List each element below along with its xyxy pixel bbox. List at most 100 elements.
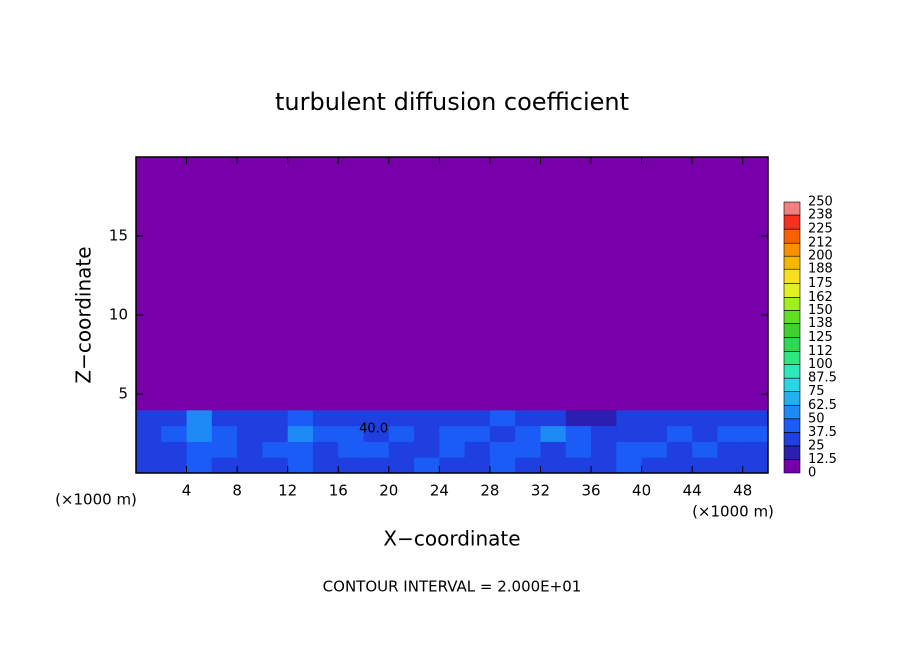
field-cell [439,441,466,458]
x-tick-label: 36 [581,482,600,500]
field-cell [439,425,466,442]
footer-note: CONTOUR INTERVAL = 2.000E+01 [323,578,582,596]
colorbar-label: 50 [808,411,825,426]
field-cell [237,441,263,458]
y-tick-label: 5 [118,385,128,403]
field-cell [161,457,188,474]
x-tick-label: 24 [430,482,449,500]
x-tick-label: 48 [733,482,752,500]
field-cell [312,457,339,474]
field-cell [312,441,339,458]
colorbar-swatch [783,228,801,244]
field-cell [388,441,415,458]
field-cell [136,425,162,442]
field-cell [211,425,238,442]
colorbar-label: 225 [808,222,833,237]
field-cell [211,441,238,458]
colorbar-label: 25 [808,438,825,453]
field-cell [515,409,541,427]
field-cell [489,409,516,427]
field-cell [161,394,188,411]
field-cell [515,441,541,458]
field-cell [717,394,744,411]
field-cell [338,394,365,411]
field-cell [363,409,390,427]
colorbar-swatch [783,337,801,352]
field-cell [565,394,592,411]
field-cell [136,409,162,427]
field-cell [717,441,744,458]
field-cell [287,425,314,442]
field-cell [338,425,365,442]
x-tick-label: 4 [182,482,192,500]
colorbar-label: 250 [808,195,833,210]
field-cell [591,394,617,411]
field-cell [742,457,769,474]
field-cell [464,425,491,442]
field-cell [616,409,643,427]
colorbar-swatch [783,391,801,406]
field-cell [540,457,567,474]
colorbar-swatch [783,459,801,474]
field-cell [666,394,693,411]
x-tick-label: 32 [531,482,550,500]
field-cell [414,457,440,474]
colorbar-label: 75 [808,384,825,399]
field-cell [136,457,162,474]
field-cell [388,409,415,427]
colorbar-swatch [783,418,801,433]
field-cell [591,457,617,474]
field-cell [616,457,643,474]
x-tick-label: 20 [379,482,398,500]
colorbar-swatch [783,255,801,270]
colorbar-swatch [783,351,801,365]
colorbar-swatch [783,364,801,379]
contour-label: 40.0 [359,421,388,436]
field-cell [742,441,769,458]
field-cell [338,457,365,474]
field-cell [692,441,718,458]
colorbar-label: 175 [808,276,833,291]
field-cell [211,409,238,427]
colorbar-swatch [783,445,801,460]
field-cell [161,409,188,427]
field-cell [237,457,263,474]
field-cell [692,425,718,442]
colorbar-swatch [783,297,801,311]
field-cell [439,457,466,474]
field-cell [363,441,390,458]
field-cell [591,425,617,442]
field-cell [717,409,744,427]
field-cell [414,441,440,458]
field-cell [262,441,289,458]
field-cell [666,457,693,474]
field-cell [363,425,390,442]
x-tick-label: 28 [480,482,499,500]
field-cell [591,409,617,427]
colorbar-label: 212 [808,236,833,251]
x-tick-label: 40 [632,482,651,500]
colorbar-swatch [783,432,801,447]
y-tick-label: 10 [109,306,128,324]
field-cell [136,394,162,411]
field-cell [565,425,592,442]
field-cell [641,394,668,411]
field-cell [287,441,314,458]
colorbar-label: 0 [808,466,816,481]
field-cell [262,457,289,474]
field-cell [161,425,188,442]
colorbar-label: 125 [808,330,833,345]
field-cell [414,394,440,411]
field-cell [262,394,289,411]
y-tick-label: 15 [109,227,128,245]
field-cell [692,394,718,411]
field-cell [312,409,339,427]
field-cell [591,441,617,458]
y-axis-label: Z−coordinate [72,246,96,383]
field-cell [565,457,592,474]
colorbar-label: 162 [808,290,833,305]
field-cell [692,409,718,427]
colorbar-label: 188 [808,262,833,277]
colorbar-swatch [783,214,801,230]
field-cell [414,425,440,442]
